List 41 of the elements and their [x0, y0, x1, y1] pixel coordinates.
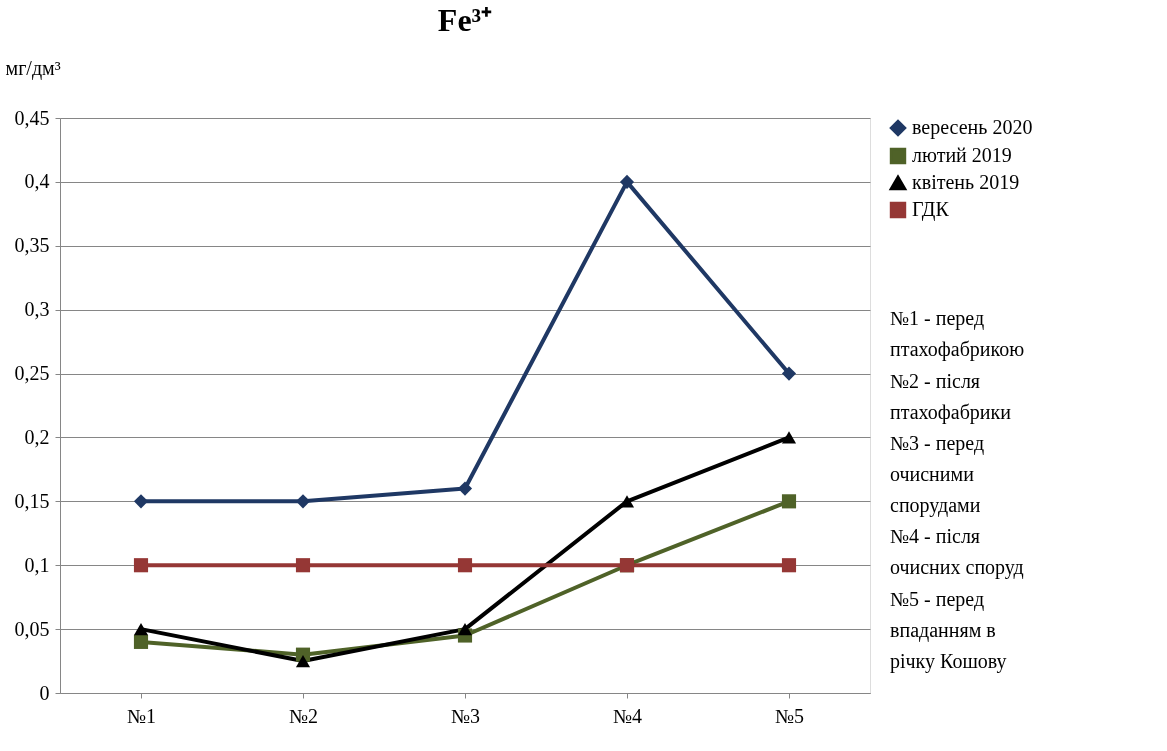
point [619, 174, 635, 189]
text: №2 - після птахофабрики [890, 369, 1012, 424]
y-tick-label: 0,4 [24, 170, 50, 193]
point [781, 558, 797, 573]
point [781, 431, 797, 444]
x-tick-label: №5 [774, 704, 805, 727]
text: №4 - після очисних споруд [890, 525, 1024, 580]
point [457, 481, 473, 496]
y-tick-label: 0,35 [14, 234, 50, 257]
x-tick-label: №4 [612, 704, 643, 727]
point [295, 654, 311, 668]
point [295, 494, 311, 509]
point [457, 558, 473, 573]
point [133, 494, 149, 509]
point [295, 558, 311, 573]
legend-label: вересень 2020 [912, 116, 1033, 139]
text: №3 - перед очисними спорудами [890, 431, 985, 518]
legend-label: лютий 2019 [912, 144, 1012, 166]
y-tick-label: 0,25 [14, 362, 50, 385]
point [781, 366, 797, 381]
y-tick-label: 0,05 [14, 617, 50, 640]
x-tick-label: №3 [450, 704, 481, 727]
y-axis-title: мг/дм³ [5, 56, 61, 80]
x-tick-label: №2 [288, 704, 319, 727]
y-tick-label: 0,1 [24, 553, 50, 576]
point [133, 634, 149, 649]
point [457, 622, 473, 636]
point [781, 494, 797, 509]
point [133, 622, 149, 636]
legend-label: ГДК [912, 198, 950, 221]
y-tick-label: 0,3 [24, 298, 50, 321]
chart-title: Fe³⁺ [437, 2, 493, 38]
text: №5 - перед впаданням в річку Кошову [890, 587, 1007, 673]
y-tick-label: 0,2 [24, 425, 50, 448]
legend-label: квітень 2019 [912, 171, 1020, 193]
y-tick-label: 0 [39, 681, 50, 704]
point [133, 558, 149, 573]
y-tick-label: 0,45 [14, 106, 50, 129]
x-tick-label: №1 [126, 704, 157, 727]
y-tick-label: 0,15 [14, 489, 50, 512]
text: №1 - перед птахофабрикою [890, 307, 1025, 362]
